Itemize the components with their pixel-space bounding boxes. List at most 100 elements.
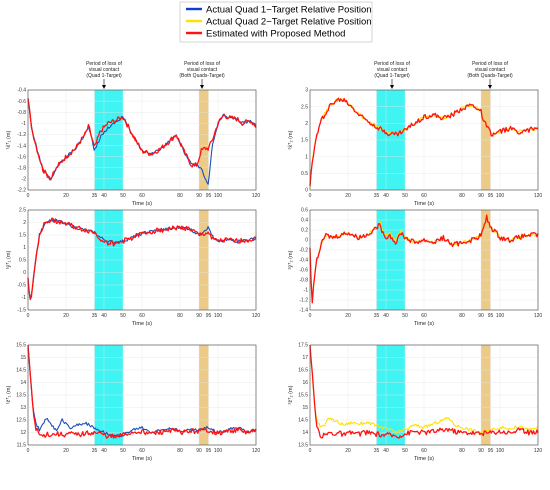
annotation-arrowhead [102,85,106,89]
x-tick-label: 60 [139,193,145,199]
x-tick-label: 100 [214,193,223,199]
y-tick-label: 15 [20,355,26,361]
y-axis-label: ¹ẑᵀ₁ (m) [5,386,12,405]
y-tick-label: -0.6 [17,99,26,105]
panel-q1z: 0 20 35 40 50 60 80 90 95 100 120 11.5 12 12.5 13 13.5 1… [5,343,260,462]
x-tick-label: 35 [92,313,98,319]
panel-q2y: 0 20 35 40 50 60 80 90 95 100 120 -1.4 -1.2 -1 -0.8 -0.… [287,208,542,327]
annotation-left-quad1: Period of loss of visual contact (Quad 1… [86,61,122,79]
x-tick-label: 120 [252,193,261,199]
panel-q2x: 0 20 35 40 50 60 80 90 95 100 120 0 0.5 1 1.5 2 2.5 3 Time… [287,88,542,207]
y-tick-label: -1.4 [299,308,308,314]
x-tick-label: 0 [309,193,312,199]
y-tick-label: 0 [305,188,308,194]
legend-label-quad2: Actual Quad 2−Target Relative Position [206,17,372,28]
y-tick-label: 11.5 [17,443,27,449]
y-tick-label: 16.5 [298,368,308,374]
annotation-left-both: Period of loss of visual contact (Both Q… [179,61,225,79]
x-tick-label: 95 [488,448,494,454]
y-tick-label: 0.2 [301,228,308,234]
x-tick-label: 80 [177,448,183,454]
panel-q2z: 0 20 35 40 50 60 80 90 95 100 120 13.5 14 14.5 15 15.5 1… [287,343,542,462]
annotation-line: (Both Quads-Target) [179,73,225,79]
y-tick-label: 0.4 [301,218,308,224]
x-tick-label: 90 [196,193,202,199]
annotation-line: (Quad 1-Target) [374,73,410,79]
panel-q1y: 0 20 35 40 50 60 80 90 95 100 120 -1.5 -1 -0.5 0 0.5 1 1.… [5,208,260,327]
x-tick-label: 40 [101,313,107,319]
axes-frame [309,344,539,446]
y-tick-label: 2.5 [301,104,308,110]
series-line [27,98,257,181]
y-tick-label: -1.2 [17,132,26,138]
y-axis-label: ²x̂ᵀ₂ (m) [287,130,294,149]
y-tick-label: 1.5 [19,233,26,239]
x-tick-label: 0 [27,313,30,319]
y-tick-label: -1.8 [17,165,26,171]
y-axis-label: ²ŷᵀ₂ (m) [287,250,294,269]
x-tick-label: 100 [214,313,223,319]
x-tick-label: 20 [345,193,351,199]
x-tick-label: 100 [496,313,505,319]
legend: Actual Quad 1−Target Relative Position A… [179,1,373,43]
y-tick-label: 2 [23,220,26,226]
x-tick-label: 120 [252,313,261,319]
x-axis-label: Time (s) [414,201,434,207]
y-tick-label: -2 [22,177,27,183]
annotation-right-quad1: Period of loss of visual contact (Quad 1… [374,61,410,79]
y-tick-label: 13.5 [16,393,26,399]
axes-frame [27,209,257,311]
annotation-line: Period of loss of [86,61,122,67]
x-tick-label: 50 [402,313,408,319]
x-tick-label: 95 [206,313,212,319]
x-tick-label: 40 [383,313,389,319]
loss-period-both [199,90,209,190]
legend-box [179,1,373,43]
x-tick-label: 35 [374,193,380,199]
annotation-arrowhead [200,85,204,89]
x-tick-label: 60 [421,193,427,199]
y-tick-label: 15.5 [298,393,308,399]
series-line [309,345,539,434]
annotation-line: visual contact [89,67,120,73]
x-tick-label: 50 [120,448,126,454]
annotation-right-both: Period of loss of visual contact (Both Q… [467,61,513,79]
y-tick-label: -1.6 [17,154,26,160]
axes-frame [27,89,257,191]
x-tick-label: 90 [196,313,202,319]
loss-period-quad1 [94,90,123,190]
y-tick-label: -2.2 [17,188,26,194]
x-tick-label: 40 [383,193,389,199]
y-tick-label: 1 [23,245,26,251]
annotation-line: (Quad 1-Target) [86,73,122,79]
x-tick-label: 35 [92,193,98,199]
y-tick-label: -1 [304,288,309,294]
x-tick-label: 80 [459,193,465,199]
x-tick-label: 120 [252,448,261,454]
y-tick-label: 14 [20,380,26,386]
annotation-line: visual contact [187,67,218,73]
y-tick-label: 15.5 [16,343,26,349]
x-tick-label: 0 [309,313,312,319]
legend-label-estimated: Estimated with Proposed Method [206,29,345,40]
x-tick-label: 0 [309,448,312,454]
x-tick-label: 35 [92,448,98,454]
y-tick-label: -1.4 [17,143,26,149]
annotation-arrowhead [488,85,492,89]
y-tick-label: 13.5 [298,443,308,449]
axes-frame [309,209,539,311]
y-tick-label: 14.5 [298,418,308,424]
x-tick-label: 20 [63,193,69,199]
annotation-line: (Both Quads-Target) [467,73,513,79]
y-tick-label: -0.4 [17,88,26,94]
annotation-arrowhead [390,85,394,89]
y-tick-label: 1.5 [301,138,308,144]
y-tick-label: -0.2 [299,248,308,254]
x-tick-label: 100 [496,448,505,454]
y-tick-label: 13 [20,405,26,411]
y-tick-label: 2 [305,121,308,127]
x-tick-label: 50 [120,193,126,199]
x-axis-label: Time (s) [414,321,434,327]
x-tick-label: 120 [534,313,543,319]
y-tick-label: 0.5 [19,258,26,264]
